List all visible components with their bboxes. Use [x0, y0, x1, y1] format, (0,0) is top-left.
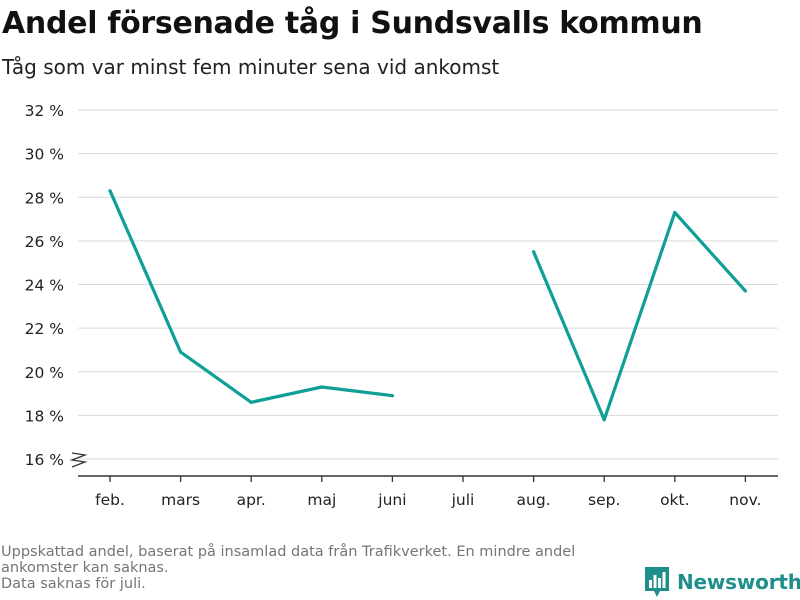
- y-tick-label: 16 %: [25, 451, 64, 469]
- x-tick-label: aug.: [517, 491, 551, 509]
- footnote-line-2: ankomster kan saknas.: [1, 560, 169, 576]
- footnote-line-1: Uppskattad andel, baserat på insamlad da…: [1, 544, 576, 560]
- chart-subtitle: Tåg som var minst fem minuter sena vid a…: [2, 55, 500, 79]
- data-point: [532, 250, 536, 254]
- data-point: [320, 385, 324, 389]
- footnote-line-3: Data saknas för juli.: [1, 576, 146, 592]
- x-tick-label: juli: [451, 491, 475, 509]
- y-axis-ticks: 16 % 18 % 20 % 22 % 24 % 26 % 28 % 30 % 32 %: [25, 102, 88, 469]
- footnote: Uppskattad andel, baserat på insamlad da…: [1, 544, 641, 592]
- x-tick-label: mars: [161, 491, 200, 509]
- x-tick-label: nov.: [729, 491, 761, 509]
- data-series: [108, 189, 748, 422]
- x-tick-label: okt.: [660, 491, 689, 509]
- grid-lines: [78, 109, 778, 460]
- y-tick-label: 24 %: [25, 277, 64, 295]
- data-point: [249, 400, 253, 404]
- brand-name: Newsworthy: [677, 570, 800, 594]
- y-tick-label: 18 %: [25, 407, 64, 425]
- data-point: [743, 289, 748, 293]
- data-point: [602, 418, 606, 422]
- x-axis: feb. mars apr. maj juni juli aug. sep. okt. nov.: [78, 475, 778, 509]
- series-line-segment: [532, 210, 747, 422]
- y-tick-label: 26 %: [25, 233, 64, 251]
- y-tick-label: 32 %: [25, 102, 64, 120]
- y-tick-label: 22 %: [25, 320, 64, 338]
- y-tick-label: 20 %: [25, 364, 64, 382]
- line-chart: 16 % 18 % 20 % 22 % 24 % 26 % 28 % 30 % 32 % feb…: [25, 102, 778, 509]
- series-line-segment: [108, 190, 393, 404]
- y-tick-label: 30 %: [25, 146, 64, 164]
- axis-break-icon: [69, 452, 88, 468]
- bar-chart-logo-icon: [645, 567, 669, 597]
- x-tick-label: sep.: [588, 491, 620, 509]
- data-point: [390, 394, 394, 398]
- data-point: [179, 350, 183, 354]
- brand-logo: Newsworthy: [644, 566, 800, 598]
- chart-title: Andel försenade tåg i Sundsvalls kommun: [2, 6, 703, 41]
- data-point: [673, 210, 677, 215]
- x-tick-label: juni: [377, 491, 406, 509]
- x-tick-label: feb.: [95, 491, 125, 509]
- x-tick-label: apr.: [237, 491, 266, 509]
- data-point: [108, 189, 112, 193]
- x-tick-label: maj: [307, 491, 336, 509]
- y-tick-label: 28 %: [25, 189, 64, 207]
